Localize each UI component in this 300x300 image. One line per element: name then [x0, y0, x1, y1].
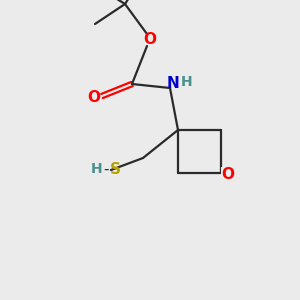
Text: O: O	[88, 89, 100, 104]
Text: S: S	[110, 161, 121, 176]
Text: -: -	[103, 161, 109, 176]
Text: O: O	[143, 32, 157, 46]
Text: O: O	[221, 167, 234, 182]
Text: H: H	[91, 162, 103, 176]
Text: H: H	[181, 75, 193, 89]
Text: N: N	[167, 76, 179, 92]
